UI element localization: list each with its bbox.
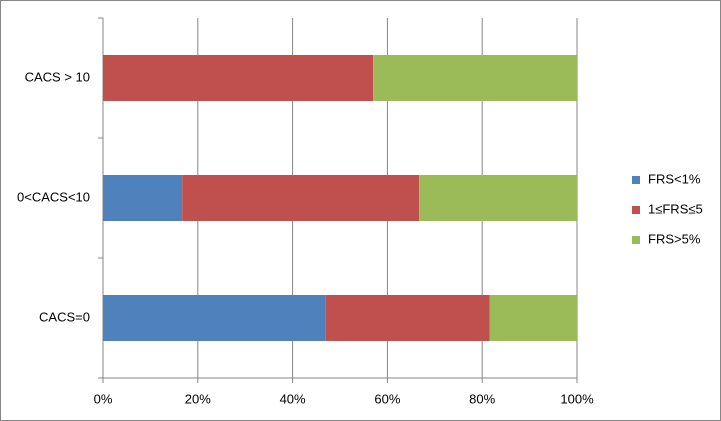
bar-segment <box>103 55 374 101</box>
x-tick-label: 20% <box>185 391 211 406</box>
x-tick-label: 100% <box>560 391 594 406</box>
bar-segment <box>103 175 183 221</box>
x-tick-label: 60% <box>374 391 400 406</box>
bar-segment <box>489 295 577 341</box>
legend-swatch <box>632 236 640 244</box>
legend-label: 1≤FRS≤5 <box>648 201 703 216</box>
legend-label: FRS>5% <box>648 231 701 246</box>
legend-label: FRS<1% <box>648 171 701 186</box>
x-tick-label: 40% <box>280 391 306 406</box>
y-tick-label: CACS > 10 <box>25 69 90 84</box>
bar-segment <box>103 295 326 341</box>
y-tick-label: CACS=0 <box>39 309 90 324</box>
legend-swatch <box>632 206 640 214</box>
legend-swatch <box>632 176 640 184</box>
y-tick-label: 0<CACS<10 <box>17 189 90 204</box>
bar-segment <box>419 175 577 221</box>
bar-segment <box>373 55 577 101</box>
x-tick-label: 0% <box>94 391 113 406</box>
x-tick-label: 80% <box>469 391 495 406</box>
bar-segment <box>325 295 490 341</box>
bar-segment <box>182 175 420 221</box>
